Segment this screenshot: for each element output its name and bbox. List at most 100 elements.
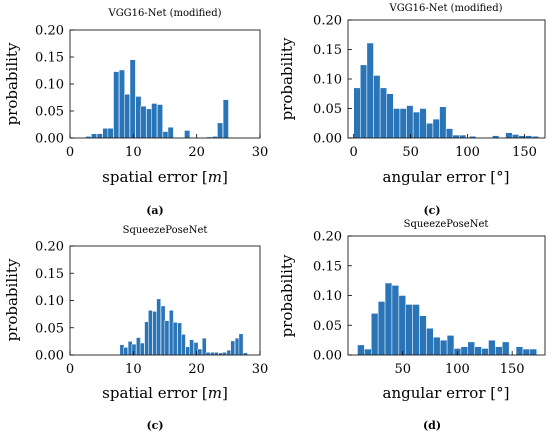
panel-c-ylabel: probability: [3, 258, 21, 341]
panel-c-bar: [131, 343, 137, 356]
panel-b-bar: [511, 134, 520, 139]
panel-a-bar: [135, 96, 142, 139]
panel-a-bar: [162, 131, 169, 139]
panel-a-y-tick-label: 0.15: [35, 51, 64, 66]
panel-a-bar: [124, 94, 130, 139]
panel-a-bar: [96, 133, 103, 139]
panel-c-y-tick-label: 0.15: [35, 267, 64, 282]
panel-b-bar: [445, 128, 454, 139]
panel-b-bar: [505, 132, 513, 139]
panel-b-bar: [452, 134, 460, 139]
panel-b-bar: [366, 42, 374, 139]
panel-d-title: SqueezePoseNet: [404, 219, 489, 230]
panel-d-bar: [426, 327, 434, 356]
panel-d-bar: [502, 341, 510, 356]
panel-c-bar: [139, 342, 145, 356]
panel-c-caption: (c): [146, 419, 163, 432]
panel-b-caption: (c): [423, 204, 440, 217]
panel-d-bars: [357, 282, 537, 356]
panel-d-bar: [398, 295, 406, 356]
panel-b-bar: [412, 111, 420, 139]
panel-d-bar: [364, 348, 372, 356]
panel-a-y-tick-label: 0.00: [35, 132, 64, 147]
panel-d-y-tick-label: 0.00: [313, 349, 342, 364]
panel-a-bar: [118, 69, 125, 139]
panel-a-xlabel: spatial error [m]: [102, 168, 228, 186]
panel-b-x-tick-label: 0: [350, 145, 358, 160]
panel-c-y-tick-label: 0.10: [35, 294, 64, 309]
panel-d-bar: [391, 285, 400, 356]
panel-b-bar: [386, 93, 394, 139]
panel-b-y-tick-label: 0.00: [313, 132, 342, 147]
panel-a-x-tick-label: 20: [188, 145, 205, 160]
panel-d-bar: [405, 304, 413, 356]
panel-b-bar: [406, 105, 414, 139]
panel-c-bar: [189, 339, 194, 356]
panel-d-bar: [357, 344, 365, 356]
panel-d-bar: [481, 348, 489, 356]
panel-b-bar: [360, 64, 368, 139]
panel-a-ylabel: probability: [3, 42, 21, 125]
panel-a-bar: [167, 126, 174, 139]
panel-d-bar: [433, 336, 441, 356]
panel-d-bar: [515, 346, 524, 356]
panel-b-x-tick-label: 50: [402, 145, 419, 160]
panel-a-bar: [129, 59, 136, 139]
panel-b-ylabel: probability: [278, 37, 296, 120]
panel-c-x-tick-label: 0: [66, 362, 74, 377]
panel-c-bar: [238, 333, 244, 356]
panel-d-bar: [495, 346, 503, 356]
panel-a-bar: [91, 133, 98, 139]
panel-a-xlabel-part: spatial error [: [102, 168, 208, 186]
panel-c-bar: [197, 348, 203, 356]
panel-b-bar: [426, 123, 434, 139]
panel-c-bar: [181, 334, 186, 356]
panel-c-bars: [119, 298, 248, 356]
panel-d-bar: [377, 301, 386, 356]
panel-b-bar: [419, 108, 427, 139]
panel-c-bar: [156, 298, 162, 356]
panel-b-x-tick-label: 100: [455, 145, 480, 160]
panel-d-caption: (d): [423, 419, 441, 432]
panel-a-bar: [113, 71, 120, 139]
panel-d-y-tick-label: 0.15: [313, 259, 342, 274]
panel-c-ticks: 0 10 20 30 0.00 0.05 0.10 0.15 0.20: [35, 240, 268, 378]
panel-d-x-tick-label: 150: [500, 362, 525, 377]
panel-d-xlabel: angular error [°]: [383, 384, 510, 402]
panel-a-bar: [140, 105, 147, 139]
panel-b-bar: [353, 87, 361, 139]
panel-d-y-tick-label: 0.10: [313, 289, 342, 304]
panel-d-x-tick-label: 50: [394, 362, 411, 377]
panel-a-bar: [151, 103, 158, 139]
panel-c-bar: [213, 352, 219, 356]
panel-c-x-tick-label: 30: [252, 362, 269, 377]
panel-b-x-tick-label: 150: [512, 145, 537, 160]
panel-d-bar: [384, 282, 393, 356]
panel-c: SqueezePoseNet 0 10 20 30 0.00 0.05 0.10 0.15 0.…: [3, 225, 268, 432]
panel-b-bar: [379, 87, 387, 139]
panel-c-xlabel-part: spatial error [: [102, 384, 208, 402]
panel-a-y-tick-label: 0.20: [35, 24, 64, 39]
panel-c-y-tick-label: 0.20: [35, 240, 64, 255]
panel-d-x-tick-label: 100: [445, 362, 470, 377]
panel-c-frame: [69, 245, 261, 356]
panel-a-bar: [217, 122, 224, 139]
panel-c-bar: [164, 320, 170, 356]
panel-d-frame: [347, 235, 546, 356]
panel-a-y-tick-label: 0.05: [35, 105, 64, 120]
panel-d-bar: [460, 346, 469, 356]
panel-b-xlabel: angular error [°]: [383, 168, 510, 186]
panel-a-bar: [146, 108, 153, 139]
panel-d-bar: [488, 339, 496, 356]
panel-a-y-tick-label: 0.10: [35, 78, 64, 93]
panel-d: SqueezePoseNet 50 100 150 0.00 0.05 0.10 0.15 0…: [278, 219, 546, 432]
panel-c-bar: [205, 352, 211, 356]
panel-b: VGG16-Net (modified) 0 50 100 150 0.00 0.05 0.…: [278, 3, 546, 217]
panel-d-ylabel: probability: [278, 254, 296, 337]
panel-a-x-tick-label: 10: [125, 145, 142, 160]
panel-c-bar: [230, 340, 236, 356]
panel-a-bar: [184, 130, 191, 139]
panel-c-bar: [123, 347, 129, 356]
panel-d-bar: [522, 348, 531, 356]
panel-a-caption: (a): [146, 204, 164, 217]
